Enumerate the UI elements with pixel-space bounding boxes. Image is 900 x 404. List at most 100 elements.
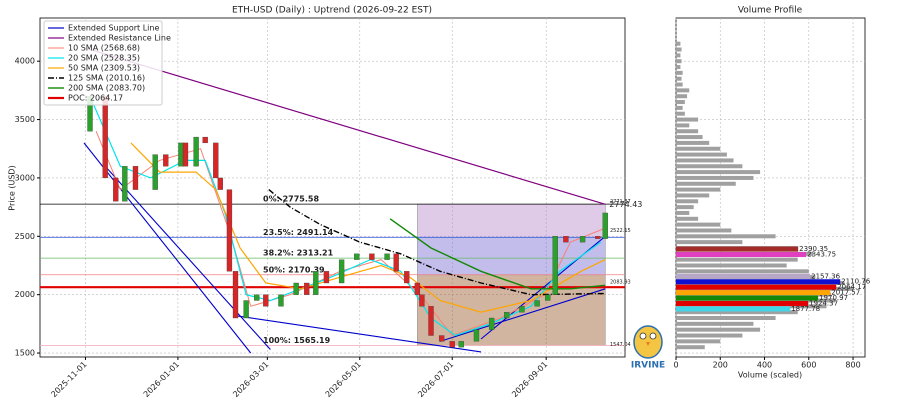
y-tick-label: 3500 [15, 115, 35, 124]
profile-x-tick-label: 0 [673, 361, 678, 370]
volume-bar [676, 117, 699, 122]
candle [458, 341, 464, 348]
volume-bar [676, 47, 682, 52]
watermark-logo [633, 325, 663, 359]
y-tick-label: 2500 [15, 232, 35, 241]
volume-bar [676, 205, 694, 210]
fib-zone [417, 237, 606, 276]
volume-bar [676, 257, 798, 262]
candle [393, 253, 399, 272]
candle [254, 294, 260, 301]
volume-bar [676, 187, 721, 192]
x-tick-label: 2026-03-01 [231, 360, 270, 399]
legend-label: 125 SMA (2010.16) [68, 74, 145, 83]
volume-bar [676, 164, 743, 169]
profile-x-tick-label: 600 [801, 361, 816, 370]
candle [304, 282, 310, 295]
candle [552, 236, 558, 295]
fib-label: 50%: 2170.39 [263, 265, 325, 274]
highlight-label: 2110.76 [841, 278, 870, 286]
volume-bar [676, 140, 710, 145]
candle [178, 142, 184, 167]
legend-label: Extended Resistance Line [68, 34, 171, 43]
candle [278, 294, 284, 307]
candle [414, 282, 421, 295]
profile-title: Volume Profile [738, 6, 803, 16]
highlight-bar [676, 290, 831, 296]
volume-bar [676, 76, 682, 81]
chart-title: ETH-USD (Daily) : Uptrend (2026-09-22 ES… [232, 6, 432, 16]
volume-bar [676, 82, 683, 87]
candle [226, 189, 233, 272]
x-tick-label: 2026-09-01 [510, 360, 549, 399]
legend-label: 20 SMA (2528.35) [68, 54, 140, 63]
volume-bar [676, 216, 699, 221]
volume-bar [676, 333, 743, 338]
candle [602, 212, 608, 239]
end-label: 1547.04 [610, 342, 631, 348]
volume-bar [676, 59, 682, 64]
highlight-bar [676, 284, 837, 290]
x-tick-label: 2026-01-01 [142, 360, 181, 399]
volume-bar [676, 158, 734, 163]
support-line [83, 142, 252, 354]
highlight-label: 1970.97 [819, 294, 848, 302]
candle [428, 306, 434, 336]
fib-zone [417, 274, 606, 346]
candle [263, 294, 269, 307]
candle [243, 300, 249, 319]
x-tick-label: 2025-11-01 [49, 360, 88, 399]
highlight-label: 2343.75 [807, 251, 836, 259]
legend-label: POC: 2064.17 [68, 94, 123, 103]
volume-bar [676, 269, 809, 274]
volume-bar [676, 339, 721, 344]
fib-zone [417, 203, 606, 238]
highlight-label: 2017.57 [831, 289, 860, 297]
candle [534, 300, 540, 307]
profile-x-tick-label: 200 [713, 361, 728, 370]
legend-label: 10 SMA (2568.68) [68, 44, 140, 53]
volume-bar [676, 345, 705, 350]
end-label: 2771.37 [610, 199, 631, 205]
volume-bar [676, 199, 699, 204]
support-line [235, 315, 482, 353]
highlight-label: 2064.17 [837, 283, 866, 291]
fib-label: 23.5%: 2491.14 [263, 228, 334, 237]
volume-bar [676, 263, 787, 268]
candle [369, 253, 375, 260]
volume-bar [676, 123, 690, 128]
volume-bar [676, 304, 827, 309]
candle [122, 166, 128, 202]
support-line [439, 288, 606, 342]
candle [519, 306, 525, 313]
candle [504, 312, 510, 319]
profile-x-tick-label: 400 [757, 361, 772, 370]
volume-bar [676, 175, 754, 180]
highlight-bar [676, 295, 819, 301]
candle [152, 154, 158, 190]
volume-bar [676, 316, 776, 321]
candle [595, 236, 601, 239]
candle [217, 177, 223, 190]
candle [232, 271, 239, 319]
candle [293, 282, 299, 295]
candle [313, 271, 319, 295]
profile-x-label: Volume (scaled) [738, 371, 802, 380]
legend-label: Extended Support Line [68, 24, 159, 33]
volume-bar [676, 310, 798, 315]
volume-bar [676, 129, 699, 134]
volume-bar [676, 234, 776, 239]
volume-bar [676, 228, 732, 233]
candle [113, 177, 119, 202]
candle [545, 294, 551, 301]
volume-bar [676, 135, 703, 140]
highlight-label: 1924.37 [809, 299, 838, 307]
volume-bar [676, 100, 685, 105]
y-tick-label: 4000 [15, 57, 35, 66]
volume-bar [676, 210, 690, 215]
candle [449, 341, 455, 348]
sma-line [268, 189, 606, 296]
candle [193, 136, 199, 167]
highlight-bar [676, 273, 811, 279]
